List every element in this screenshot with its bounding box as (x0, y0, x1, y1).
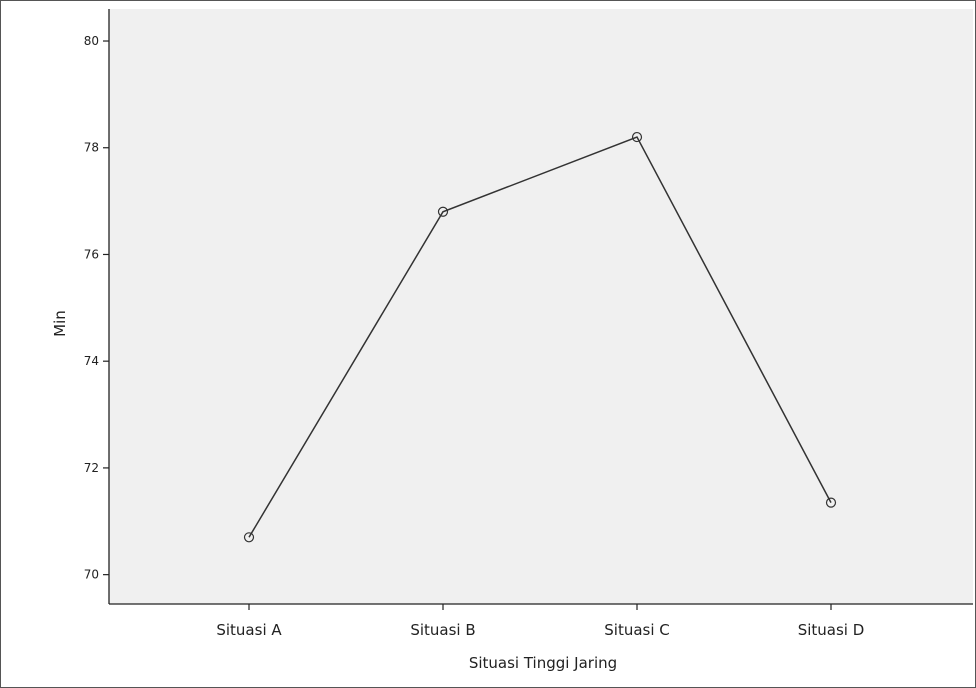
x-axis-title: Situasi Tinggi Jaring (469, 654, 617, 672)
data-point-marker (243, 532, 255, 543)
series-line (248, 136, 832, 538)
x-axis-ticks: Situasi A Situasi B Situasi C Situasi D (216, 604, 864, 639)
plot-area (109, 9, 973, 604)
y-axis-title: Min (51, 310, 69, 337)
series-group (243, 131, 837, 543)
y-tick-label: 72 (84, 461, 99, 475)
y-tick-label: 78 (84, 141, 99, 155)
data-point-marker (631, 131, 643, 143)
x-tick-label: Situasi A (216, 621, 282, 639)
x-tick-label: Situasi B (410, 621, 475, 639)
data-point-marker (437, 206, 449, 217)
y-tick-label: 76 (84, 247, 99, 261)
x-tick-label: Situasi C (604, 621, 670, 639)
y-axis-ticks: 70 72 74 76 78 80 (84, 34, 109, 582)
y-tick-label: 74 (84, 354, 99, 368)
y-tick-label: 80 (84, 34, 99, 48)
y-tick-label: 70 (84, 568, 99, 582)
x-tick-label: Situasi D (798, 621, 865, 639)
data-point-marker (825, 497, 837, 508)
